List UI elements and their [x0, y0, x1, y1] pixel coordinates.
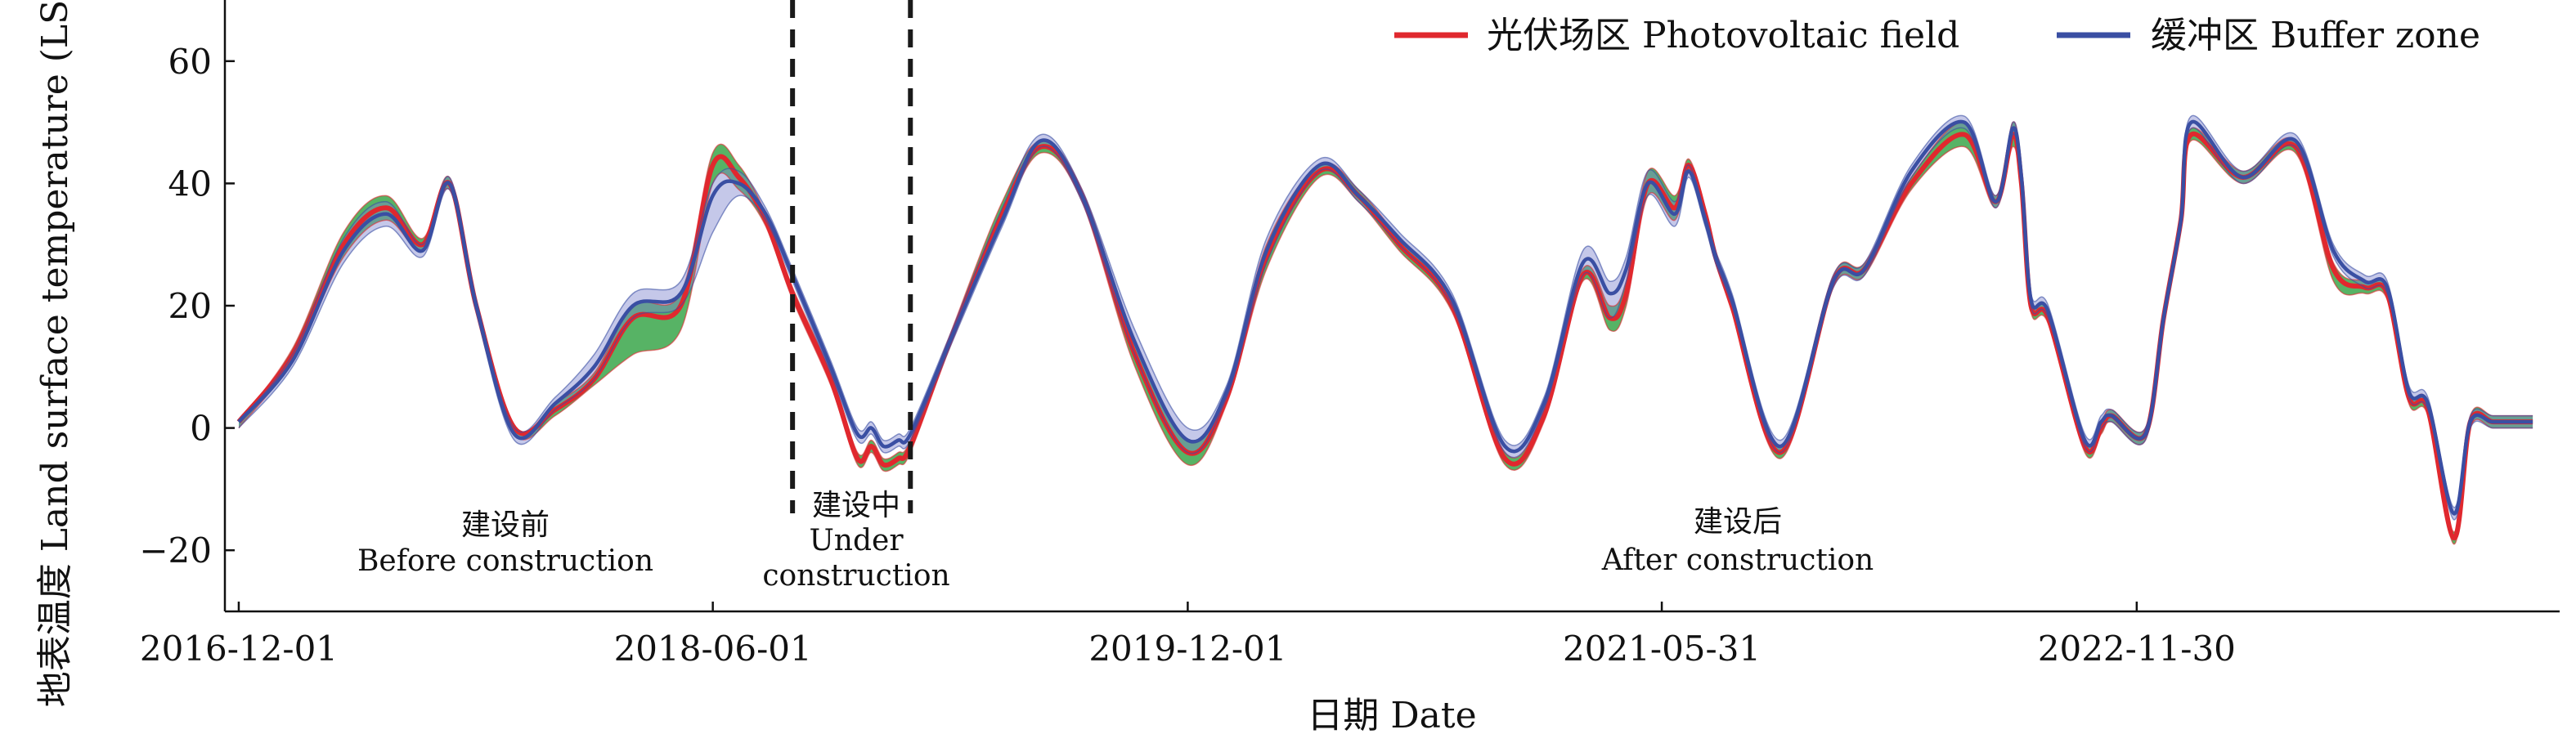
phase-label-before: 建设前 Before construction — [357, 508, 653, 578]
upper-buffer — [238, 114, 2533, 508]
line-pv — [236, 131, 2533, 541]
line-buffer — [237, 119, 2533, 516]
phase-label-during: 建设中 Under construction — [762, 489, 949, 593]
series-lines — [236, 114, 2533, 545]
y-tick-label: 0 — [190, 409, 212, 449]
x-axis-title: 日期 Date — [1307, 695, 1476, 736]
x-tick-label: 2016-12-01 — [140, 629, 338, 669]
phase-during-en-2: construction — [762, 559, 949, 593]
y-axis-title: 地表温度 Land surface temperature (LST)/°C — [34, 0, 76, 707]
x-tick-label: 2019-12-01 — [1088, 629, 1286, 669]
legend: 光伏场区 Photovoltaic field 缓冲区 Buffer zone — [1394, 15, 2480, 56]
phase-during-zh: 建设中 — [812, 489, 900, 522]
legend-label-pv: 光伏场区 Photovoltaic field — [1487, 15, 1959, 56]
upper-pv — [238, 121, 2533, 533]
phase-label-after: 建设后 After construction — [1601, 505, 1874, 577]
y-tick-label: 40 — [168, 163, 212, 204]
lower-pv — [238, 139, 2533, 545]
series-bands — [239, 115, 2533, 544]
phase-after-en: After construction — [1601, 544, 1874, 577]
band-pv — [239, 122, 2533, 544]
y-tick-label: −20 — [139, 530, 212, 571]
band-buffer — [239, 115, 2533, 520]
y-axis-ticks: −20 0 20 40 60 — [139, 42, 235, 571]
construction-dividers — [790, 0, 913, 513]
y-tick-label: 20 — [168, 286, 212, 326]
phase-before-zh: 建设前 — [461, 508, 550, 542]
phase-during-en-1: Under — [809, 524, 904, 557]
x-axis-ticks: 2016-12-01 2018-06-01 2019-12-01 2021-05-31… — [140, 602, 2236, 669]
x-tick-label: 2018-06-01 — [614, 629, 812, 669]
lower-buffer — [238, 127, 2533, 521]
legend-label-buffer: 缓冲区 Buffer zone — [2151, 15, 2480, 56]
phase-before-en: Before construction — [357, 544, 653, 578]
x-tick-label: 2022-11-30 — [2038, 629, 2236, 669]
phase-after-zh: 建设后 — [1694, 505, 1782, 539]
x-tick-label: 2021-05-31 — [1563, 629, 1761, 669]
y-tick-label: 60 — [168, 42, 212, 82]
